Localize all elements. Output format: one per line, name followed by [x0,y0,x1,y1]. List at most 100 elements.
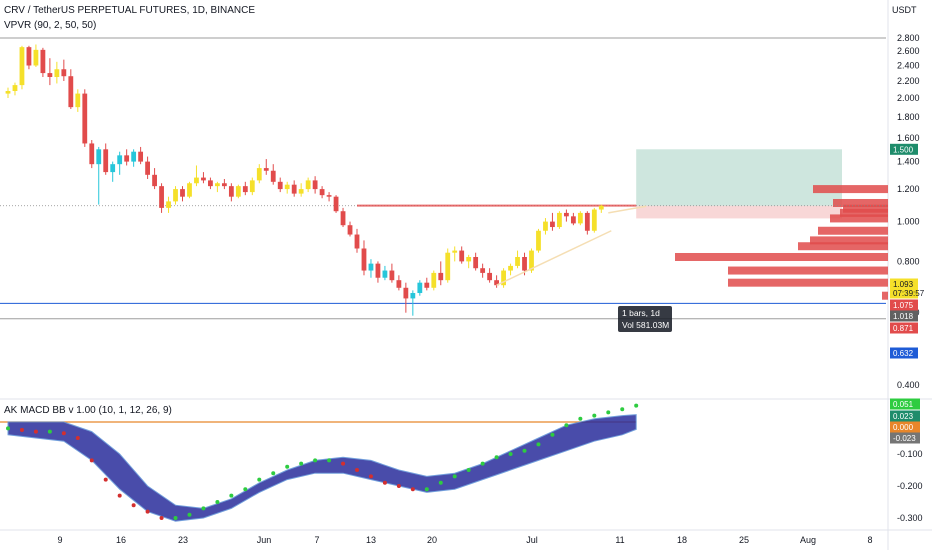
candle-body [131,151,137,162]
time-tick-label: Jun [257,535,272,545]
candle-body [298,189,304,194]
candle-body [564,212,569,217]
price-tick-label: 2.600 [897,46,920,56]
candle-body [103,149,109,173]
macd-dot [536,442,541,447]
price-tick-label: 2.800 [897,33,920,43]
macd-dot [19,428,24,432]
candle-body [424,282,430,288]
price-badge-label: 1.075 [893,301,914,310]
candle-body [270,170,276,182]
candle-body [417,282,423,294]
macd-tick-label: -0.300 [897,513,923,523]
position-target-zone [636,149,842,206]
price-tick-label: 1.200 [897,184,920,194]
price-badge-label: 1.500 [893,145,914,154]
macd-dot [75,436,80,440]
volume-profile-bar [818,226,888,235]
price-badge-label: 0.871 [893,324,914,333]
candle-body [291,184,297,194]
chart-header: CRV / TetherUS PERPETUAL FUTURES, 1D, BI… [4,4,255,32]
macd-value-label: 0.023 [893,412,914,421]
candle-body [536,230,541,251]
macd-dot [327,458,332,463]
macd-dot [480,461,485,466]
macd-indicator-label[interactable]: AK MACD BB v 1.00 (10, 1, 12, 26, 9) [4,405,172,416]
time-tick-label: 18 [677,535,687,545]
trend-line [608,205,647,214]
candle-body [138,151,144,162]
macd-value-label: 0.051 [893,400,914,409]
candle-body [124,155,130,162]
candle-body [438,272,444,281]
macd-dot [396,484,401,488]
macd-value-label: -0.023 [893,434,916,443]
time-tick-label: 7 [314,535,319,545]
macd-dot [61,431,66,436]
volume-profile-bar [840,208,888,217]
candle-body [215,183,220,187]
macd-dot [201,506,206,511]
macd-dot [285,464,290,469]
candle-body [543,221,548,231]
candle-body [166,201,171,208]
candle-body [375,263,381,278]
price-badge [890,310,918,322]
candle-body [570,216,576,224]
candle-body [347,225,353,235]
candle-body [473,256,479,269]
candle-body [501,270,506,286]
candle-body [68,76,74,108]
candle-body [529,250,534,271]
macd-dot [508,452,513,456]
macd-dot [271,471,276,476]
time-tick-label: 20 [427,535,437,545]
candle-body [389,270,395,281]
candle-body [26,47,32,66]
candle-body [145,161,150,175]
candle-body [201,177,206,181]
candle-body [194,177,199,184]
candle-body [61,69,67,77]
candle-body [466,256,472,262]
candle-body [96,149,102,165]
macd-dot [215,500,220,504]
vpvr-indicator-label[interactable]: VPVR (90, 2, 50, 50) [4,20,97,31]
candle-body [508,265,513,271]
candle-body [319,189,325,196]
symbol-title[interactable]: CRV / TetherUS PERPETUAL FUTURES, 1D, BI… [4,5,255,16]
price-tick-label: 1.600 [897,133,920,143]
macd-dot [159,516,164,520]
candle-body [187,183,192,197]
price-badge [890,322,918,334]
macd-dot [243,487,248,492]
macd-dot [424,487,429,492]
macd-dot [522,448,527,453]
candle-body [403,287,409,299]
candle-body [340,211,346,226]
candle-body [396,280,402,288]
candle-body [47,73,53,77]
candle-body [19,47,25,86]
macd-dot [466,468,471,472]
macd-dot [494,455,499,460]
candle-body [410,293,416,299]
candle-body [598,205,604,210]
candle-body [577,212,583,224]
macd-dot [592,413,597,418]
price-tick-label: 1.000 [897,217,920,227]
macd-dot [117,493,122,498]
candle-body [173,189,178,202]
candle-body [221,183,227,187]
candle-body [368,263,374,271]
macd-dot [564,423,569,428]
macd-dot [299,461,304,466]
volume-profile-bar [882,291,888,300]
trend-line [496,230,612,286]
candle-body [180,189,185,197]
macd-dot [47,429,52,434]
macd-dot [229,493,234,498]
macd-dot [438,480,443,485]
